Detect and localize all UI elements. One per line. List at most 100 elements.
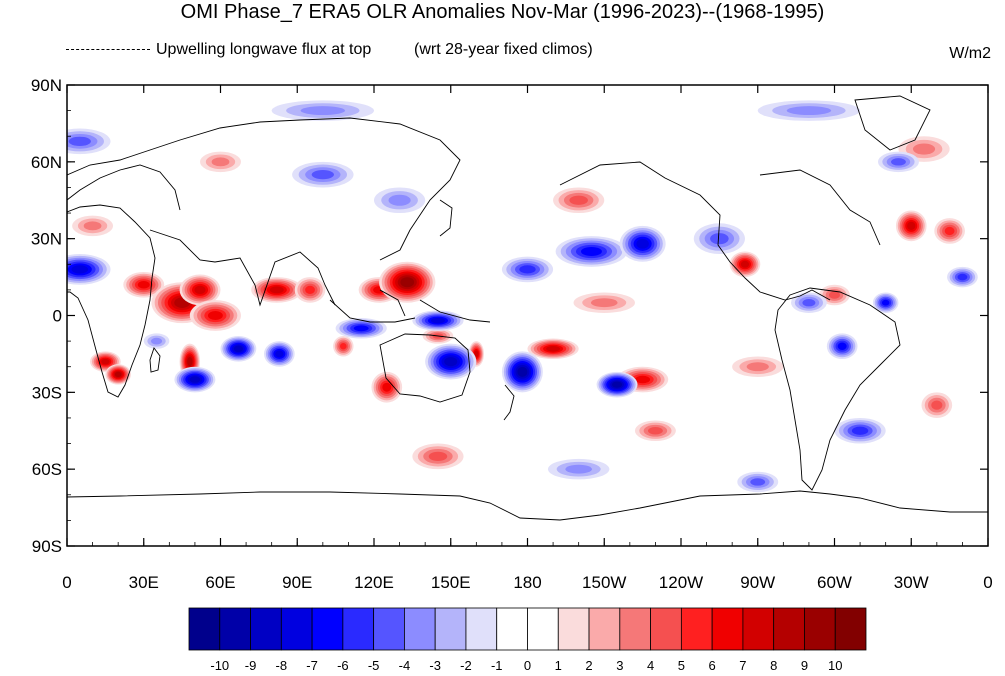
anomaly-negative-48 [292, 161, 354, 188]
anomaly-contour [912, 143, 936, 155]
anomaly-contour [101, 358, 110, 365]
anomaly-negative-41 [619, 225, 666, 262]
left-annotation-text: Upwelling longwave flux at top [156, 41, 372, 58]
lon-tick-label: 60W [817, 573, 852, 592]
anomaly-contour [340, 342, 347, 350]
anomaly-contour [837, 342, 847, 350]
anomaly-contour [444, 357, 458, 367]
colorbar-label: 4 [647, 658, 654, 673]
dashed-line-icon [66, 49, 150, 51]
lat-tick-label: 90S [32, 537, 62, 556]
colorbar-swatch [773, 607, 805, 651]
colorbar-swatch [219, 607, 251, 651]
anomaly-positive-24 [921, 392, 953, 418]
colorbar-swatch [588, 607, 621, 651]
colorbar: -10 -9 -8 -7 -6 -5 -4 -3 -2 -1 0 1 2 3 4 5 6 7 8 9 10 [188, 607, 867, 673]
anomaly-positive-28 [573, 292, 635, 313]
anomaly-contour [114, 371, 122, 378]
colorbar-label: -3 [429, 658, 441, 673]
anomaly-contour [710, 233, 729, 245]
colorbar-swatch [311, 607, 344, 651]
coast-north-america [559, 161, 881, 301]
anomaly-contour [207, 311, 223, 320]
colorbar-swatch [804, 607, 836, 651]
colorbar-label: -4 [399, 658, 411, 673]
lon-tick-label: 90E [282, 573, 312, 592]
anomaly-contour [233, 345, 243, 353]
anomaly-negative-52 [834, 417, 886, 444]
anomaly-positive-3 [189, 300, 241, 331]
coast-antarctica [67, 490, 988, 521]
anomaly-contour [474, 350, 479, 358]
colorbar-swatch [619, 607, 651, 651]
lat-tick-label: 0 [53, 307, 62, 326]
anomaly-contour [137, 281, 150, 289]
colorbar-swatch [496, 607, 528, 651]
anomaly-contour [891, 158, 906, 166]
lon-tick-label: 150W [582, 573, 626, 592]
anomaly-negative-40 [555, 236, 628, 267]
anomaly-negative-44 [791, 292, 827, 313]
colorbar-swatch [250, 607, 282, 651]
anomaly-positive-15 [527, 338, 579, 360]
center-annotation: (wrt 28-year fixed climos) [414, 41, 593, 58]
colorbar-swatch [711, 607, 744, 651]
anomaly-contour [647, 427, 663, 435]
anomaly-negative-38 [501, 351, 543, 393]
anomaly-positive-29 [732, 356, 784, 377]
anomaly-contour [187, 357, 193, 367]
colorbar-label: -10 [210, 658, 229, 673]
colorbar-label: 7 [739, 658, 746, 673]
colorbar-label: 5 [678, 658, 685, 673]
anomaly-contour [565, 464, 592, 474]
lat-tick-label: 60N [31, 153, 62, 172]
anomaly-contour [786, 106, 832, 116]
anomaly-contour [750, 478, 766, 486]
colorbar-label: -7 [306, 658, 318, 673]
lon-tick-label: 30E [129, 573, 159, 592]
anomaly-positive-20 [934, 218, 965, 244]
anomaly-positive-23 [634, 420, 676, 441]
colorbar-label: -8 [276, 658, 288, 673]
anomaly-contour [400, 277, 415, 288]
coast-arabia-india [149, 229, 336, 307]
anomaly-contour [546, 346, 561, 352]
colorbar-swatch [680, 607, 713, 651]
anomaly-contour [150, 337, 163, 345]
lat-tick-label: 90N [31, 76, 62, 95]
page-title: OMI Phase_7 ERA5 OLR Anomalies Nov-Mar (… [180, 1, 825, 23]
coast-madagascar [149, 347, 161, 373]
anomaly-contour [944, 226, 955, 236]
anomaly-negative-30 [67, 254, 111, 285]
colorbar-swatch [280, 607, 313, 651]
anomaly-positive-7 [379, 261, 436, 303]
anomaly-contour [517, 366, 528, 377]
lat-tick-label: 30N [31, 230, 62, 249]
colorbar-swatch [834, 607, 867, 651]
anomaly-contour [828, 291, 841, 299]
coast-greenland [854, 95, 931, 151]
anomaly-contour [635, 375, 651, 384]
anomaly-positive-9 [105, 364, 131, 385]
coast-new-zealand [503, 384, 515, 421]
colorbar-label: -6 [337, 658, 349, 673]
colorbar-swatch [527, 607, 559, 651]
anomaly-contour [851, 426, 869, 435]
anomaly-negative-47 [947, 266, 978, 288]
anomaly-negative-35 [335, 318, 387, 339]
lon-tick-label: 90W [740, 573, 775, 592]
anomaly-contour [68, 136, 91, 146]
colorbar-label: 2 [585, 658, 592, 673]
anomaly-contour [740, 260, 750, 268]
anomaly-contour [612, 381, 623, 388]
coast-eurasia-north [67, 117, 461, 261]
colorbar-label: 8 [770, 658, 777, 673]
coast-maritime [329, 289, 491, 323]
anomaly-contour [300, 106, 346, 116]
colorbar-swatch [742, 607, 775, 651]
anomaly-contour [194, 285, 206, 295]
coastlines [67, 95, 988, 521]
anomaly-contour [428, 451, 448, 462]
